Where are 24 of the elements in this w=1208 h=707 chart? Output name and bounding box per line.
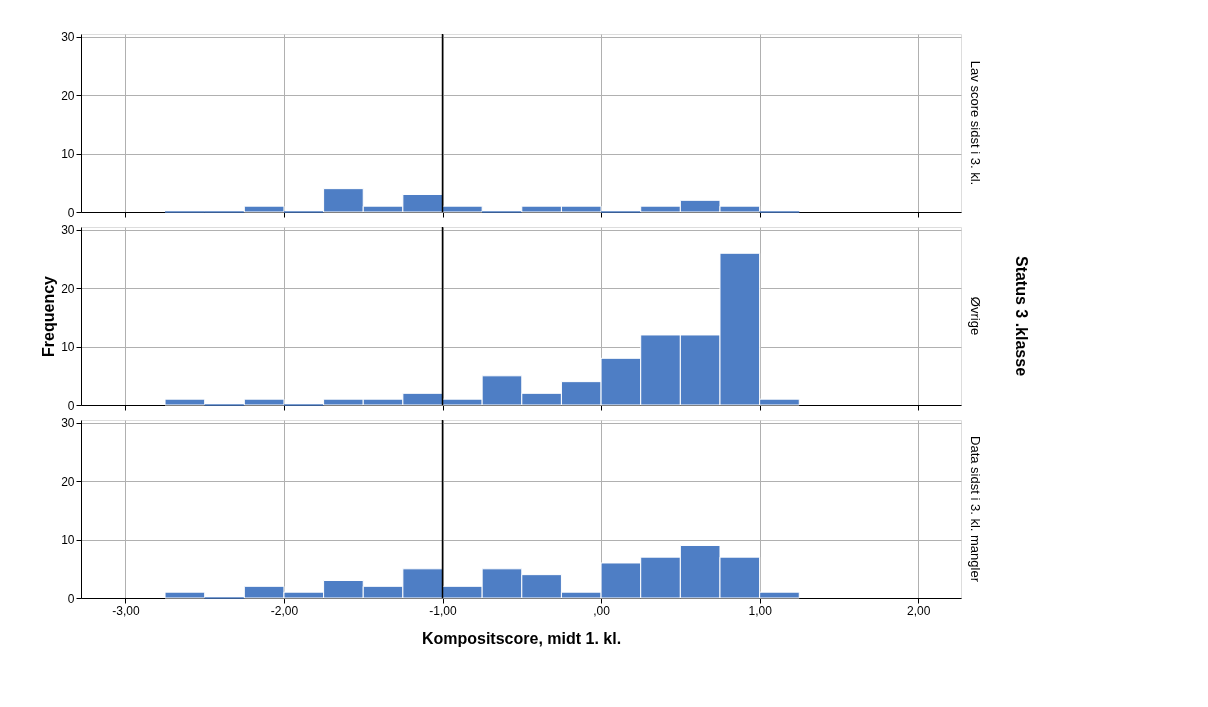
y-tick-label: 20	[61, 474, 75, 489]
y-tick-label: 10	[61, 533, 75, 548]
y-axis-title: Frequency	[40, 275, 58, 357]
y-tick-label: 0	[67, 205, 75, 220]
x-tick-label: 1,00	[748, 603, 773, 618]
text: Lav score sidst i 3. kl.	[968, 60, 983, 186]
x-tick-label: ,00	[593, 603, 611, 618]
y-tick-label: 30	[61, 416, 75, 431]
y-tick-label: 10	[61, 147, 75, 162]
x-tick-label: -1,00	[429, 603, 458, 618]
text: Øvrige	[968, 296, 983, 336]
y-tick-label: 20	[61, 88, 75, 103]
y-tick-label: 20	[61, 281, 75, 296]
x-tick-label: -2,00	[270, 603, 299, 618]
y-tick-label: 30	[61, 223, 75, 238]
text: Data sidst i 3. kl. mangler	[968, 436, 983, 583]
y-tick-label: 0	[67, 591, 75, 606]
x-axis-title: Kompositscore, midt 1. kl.	[421, 629, 622, 647]
y-tick-label: 0	[67, 398, 75, 413]
x-tick-label: 2,00	[907, 603, 931, 618]
x-tick-label: -3,00	[112, 603, 140, 618]
text: Status 3 .klasse	[1013, 255, 1030, 377]
y-tick-label: 10	[61, 340, 75, 355]
y-tick-label: 30	[61, 30, 75, 45]
